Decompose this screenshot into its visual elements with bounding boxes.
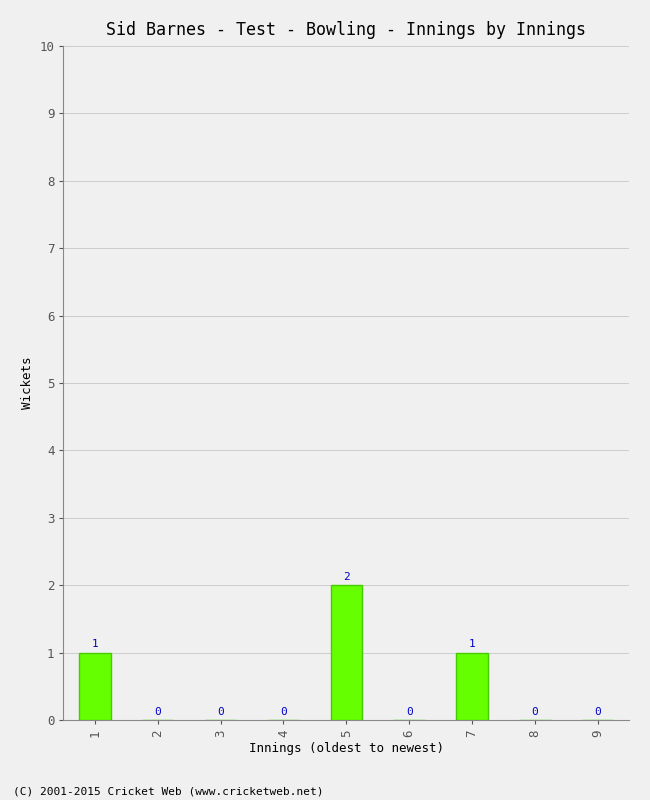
Text: 2: 2 (343, 572, 350, 582)
Text: 0: 0 (406, 707, 413, 718)
Text: 0: 0 (594, 707, 601, 718)
Text: (C) 2001-2015 Cricket Web (www.cricketweb.net): (C) 2001-2015 Cricket Web (www.cricketwe… (13, 786, 324, 796)
Bar (79, 653, 110, 720)
Text: 0: 0 (532, 707, 538, 718)
Bar (456, 653, 488, 720)
Text: 0: 0 (154, 707, 161, 718)
Text: 1: 1 (469, 639, 475, 650)
Text: 0: 0 (217, 707, 224, 718)
X-axis label: Innings (oldest to newest): Innings (oldest to newest) (249, 742, 444, 755)
Text: 0: 0 (280, 707, 287, 718)
Title: Sid Barnes - Test - Bowling - Innings by Innings: Sid Barnes - Test - Bowling - Innings by… (107, 21, 586, 39)
Y-axis label: Wickets: Wickets (21, 357, 34, 410)
Bar (331, 586, 362, 720)
Text: 1: 1 (92, 639, 98, 650)
